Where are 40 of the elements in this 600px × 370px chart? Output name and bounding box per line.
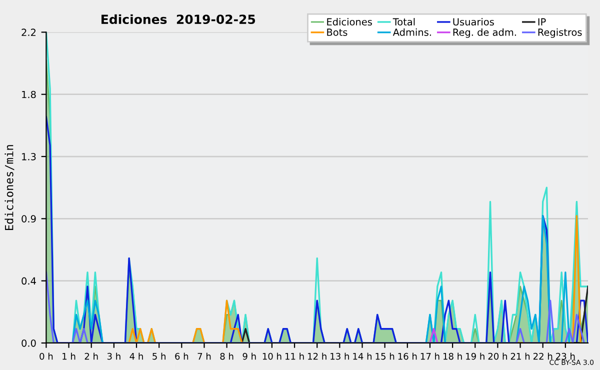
- y-tick-label: 0.0: [22, 339, 36, 347]
- x-tick-label: 0 h: [40, 352, 53, 360]
- x-tick-label: 8 h: [220, 352, 234, 360]
- legend-label: Bots: [327, 28, 348, 36]
- y-axis-title: Ediciones/min: [4, 145, 14, 230]
- x-tick-label: 10 h: [262, 352, 282, 360]
- x-tick-label: 4 h: [130, 352, 143, 360]
- x-tick-label: 22 h: [533, 352, 552, 360]
- x-tick-label: 11 h: [285, 352, 304, 360]
- legend-label: Reg. de adm.: [453, 28, 516, 38]
- x-tick-label: 17 h: [420, 352, 440, 360]
- x-tick-label: 16 h: [398, 352, 417, 360]
- x-tick-label: 2 h: [84, 352, 98, 360]
- legend-label: Total: [392, 18, 415, 26]
- x-tick-label: 18 h: [444, 352, 462, 360]
- x-tick-label: 9 h: [242, 352, 256, 360]
- x-tick-label: 15 h: [376, 352, 394, 360]
- x-tick-label: 14 h: [353, 352, 372, 360]
- x-tick-label: 5 h: [152, 352, 166, 360]
- x-tick-label: 1 h: [62, 352, 76, 360]
- x-tick-label: 7 h: [198, 352, 211, 360]
- x-tick-label: 20 h: [488, 352, 507, 360]
- y-tick-label: 0.9: [22, 215, 36, 222]
- y-tick-label: 2.2: [22, 28, 36, 36]
- chart-title: Ediciones 2019-02-25: [102, 14, 256, 24]
- y-tick-label: 1.8: [22, 90, 36, 98]
- x-tick-label: 23 h: [556, 352, 575, 360]
- x-tick-label: 19 h: [466, 352, 484, 360]
- legend-label: Registros: [538, 28, 582, 38]
- legend-label: IP: [538, 18, 546, 26]
- x-tick-label: 21 h: [510, 352, 530, 360]
- legend-label: Admins.: [392, 28, 431, 36]
- y-tick-label: 0.4: [22, 277, 36, 285]
- x-tick-label: 13 h: [330, 352, 349, 360]
- y-tick-label: 1.3: [22, 152, 36, 160]
- legend-label: Usuarios: [453, 18, 494, 26]
- x-tick-label: 6 h: [175, 352, 188, 360]
- legend-label: Ediciones: [327, 18, 372, 26]
- x-tick-label: 3 h: [107, 352, 120, 360]
- x-tick-label: 12 h: [308, 352, 326, 360]
